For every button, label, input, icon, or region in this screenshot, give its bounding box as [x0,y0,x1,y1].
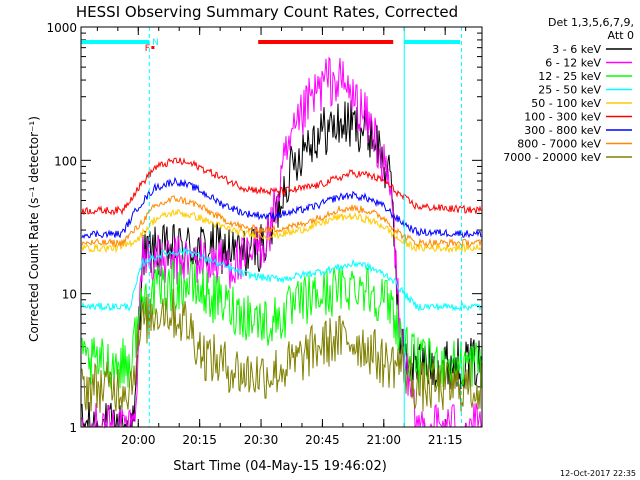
plot-frame [80,26,483,428]
legend-header-attenuator: Att 0 [608,29,634,42]
legend-entry-label: 800 - 7000 keV [517,138,601,151]
flag-annotation: F [145,44,150,54]
legend-entry-label: 50 - 100 keV [531,97,601,110]
y-tick-label: 10 [62,288,77,302]
series-line-4 [81,246,482,312]
series-line-7 [81,176,482,239]
legend-entry-label: 6 - 12 keV [545,57,601,70]
timeline-overlays: FN [81,27,463,427]
legend-entry-label: 300 - 800 keV [524,124,601,137]
legend-header-detectors: Det 1,3,5,6,7,9, [548,16,634,29]
series-lines [81,56,482,429]
x-tick-label: 21:15 [428,433,463,447]
legend-entry-label: 7000 - 20000 keV [503,151,601,164]
series-line-6 [81,157,482,216]
y-tick-label: 1000 [46,21,77,35]
legend-entry-label: 100 - 300 keV [524,111,601,124]
legend-entry-label: 12 - 25 keV [538,70,601,83]
y-axis-label: Corrected Count Rate (s⁻¹ detector⁻¹) [27,116,41,342]
flag-annotation: N [152,38,159,48]
x-tick-label: 21:00 [366,433,401,447]
legend-entry-label: 25 - 50 keV [538,84,601,97]
x-tick-label: 20:30 [244,433,279,447]
x-tick-label: 20:00 [121,433,156,447]
x-tick-label: 20:15 [182,433,217,447]
legend-entry-label: 3 - 6 keV [552,43,601,56]
y-tick-label: 100 [54,154,77,168]
series-line-8 [81,195,482,249]
y-tick-label: 1 [69,421,77,435]
series-line-9 [81,288,482,413]
chart-title: HESSI Observing Summary Count Rates, Cor… [76,3,458,21]
series-line-5 [81,208,482,254]
timestamp-footer: 12-Oct-2017 22:35 [560,469,636,478]
x-tick-label: 20:45 [305,433,340,447]
x-axis-label: Start Time (04-May-15 19:46:02) [173,459,387,474]
flag-marker [151,46,155,49]
